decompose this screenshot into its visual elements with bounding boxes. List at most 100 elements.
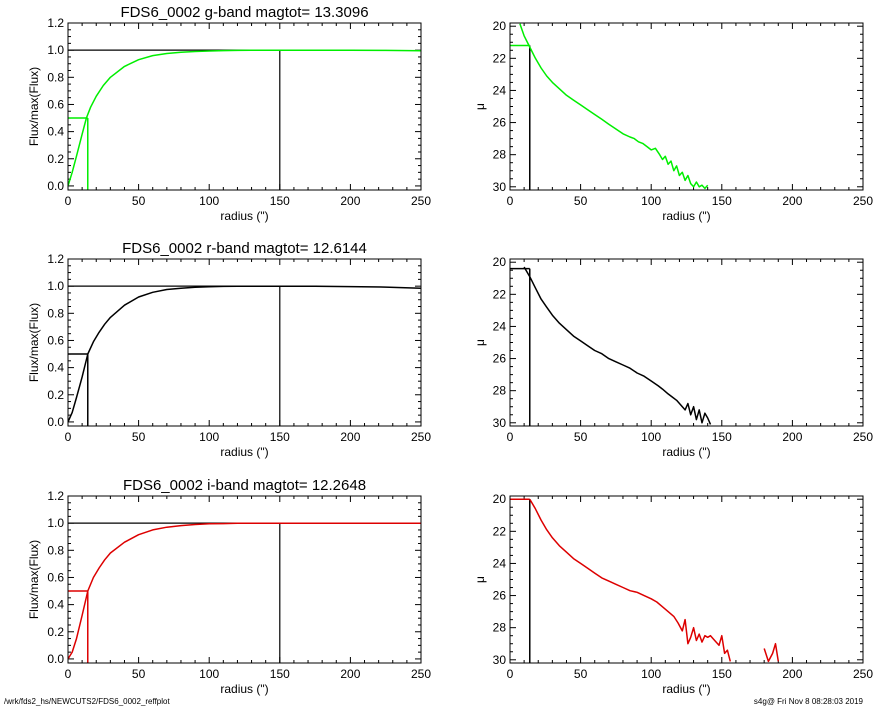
y-tick-label: 22: [493, 524, 507, 538]
x-axis-label: radius ("): [662, 209, 710, 223]
x-tick-label: 50: [574, 667, 588, 681]
x-tick-label: 50: [132, 194, 146, 208]
x-tick-label: 50: [132, 667, 146, 681]
x-axis-label: radius ("): [220, 682, 268, 696]
data-layer: [68, 285, 421, 426]
panel-i-flux: FDS6_0002 i-band magtot= 12.2648 0 50 100 15…: [27, 477, 431, 696]
series-line-i-1: [763, 642, 780, 663]
y-tick-label: 1.0: [47, 43, 64, 57]
x-tick-label: 250: [411, 194, 431, 208]
x-tick-label: 150: [270, 194, 290, 208]
y-tick-label: 26: [493, 116, 507, 130]
series-line-i-0: [68, 522, 421, 660]
panel-title: FDS6_0002 r-band magtot= 12.6144: [122, 240, 367, 257]
y-tick-label: 24: [493, 83, 507, 97]
y-tick-label: 28: [493, 621, 507, 635]
y-tick-label: 1.2: [47, 489, 64, 503]
y-tick-label: 0.6: [47, 570, 64, 584]
plot-frame: [67, 22, 422, 191]
panel-g-mu: 0 50 100 150 200 250 20 22 24 26 28 30 radius (") μ: [473, 19, 873, 223]
x-tick-label: 250: [853, 667, 873, 681]
x-tick-label: 0: [65, 430, 72, 444]
x-tick-label: 0: [507, 667, 514, 681]
y-tick-label: 0.0: [47, 179, 64, 193]
y-tick-label: 26: [493, 589, 507, 603]
series-line-r-0: [523, 266, 712, 425]
y-tick-label: 0.0: [47, 415, 64, 429]
panel-i-mu: 0 50 100 150 200 250 20 22 24 26 28 30 radius (") μ: [473, 492, 873, 696]
y-axis-label: μ: [473, 576, 487, 583]
x-tick-label: 0: [507, 194, 514, 208]
plot-frame: [509, 495, 864, 664]
y-tick-label: 20: [493, 492, 507, 506]
y-tick-label: 0.4: [47, 361, 64, 375]
y-tick-label: 28: [493, 384, 507, 398]
x-tick-label: 0: [507, 430, 514, 444]
plot-frame: [67, 495, 422, 664]
data-layer: [510, 498, 780, 663]
panel-r-mu: 0 50 100 150 200 250 20 22 24 26 28 30 radius (") μ: [473, 255, 873, 459]
x-tick-label: 150: [712, 430, 732, 444]
x-tick-label: 200: [782, 667, 802, 681]
y-tick-label: 1.0: [47, 516, 64, 530]
y-tick-label: 22: [493, 51, 507, 65]
data-layer: [68, 522, 421, 663]
footer-timestamp: s4g@ Fri Nov 8 08:28:03 2019: [753, 697, 863, 706]
x-tick-label: 150: [712, 667, 732, 681]
y-tick-label: 24: [493, 319, 507, 333]
y-tick-label: 30: [493, 416, 507, 430]
x-tick-label: 150: [270, 667, 290, 681]
x-tick-label: 250: [411, 667, 431, 681]
x-tick-label: 100: [641, 430, 661, 444]
y-axis-label: Flux/max(Flux): [27, 67, 41, 146]
x-tick-label: 0: [65, 194, 72, 208]
data-layer: [510, 266, 712, 426]
y-tick-label: 0.6: [47, 97, 64, 111]
y-axis-label: Flux/max(Flux): [27, 540, 41, 619]
x-tick-label: 250: [853, 430, 873, 444]
x-tick-label: 50: [574, 430, 588, 444]
y-axis-label: μ: [473, 103, 487, 110]
panel-r-flux: FDS6_0002 r-band magtot= 12.6144 0 50 100 15…: [27, 240, 431, 459]
y-tick-label: 0.0: [47, 652, 64, 666]
x-tick-label: 150: [270, 430, 290, 444]
y-tick-label: 22: [493, 287, 507, 301]
y-tick-label: 0.2: [47, 152, 64, 166]
x-tick-label: 250: [411, 430, 431, 444]
x-tick-label: 0: [65, 667, 72, 681]
x-axis-label: radius ("): [662, 445, 710, 459]
y-tick-label: 0.6: [47, 333, 64, 347]
data-layer: [510, 23, 709, 190]
y-tick-label: 26: [493, 352, 507, 366]
panel-g-flux: FDS6_0002 g-band magtot= 13.3096 0 50 100 15…: [27, 4, 431, 223]
y-tick-label: 24: [493, 556, 507, 570]
x-axis-label: radius ("): [662, 682, 710, 696]
x-axis-label: radius ("): [220, 209, 268, 223]
panel-title: FDS6_0002 i-band magtot= 12.2648: [123, 477, 366, 494]
x-tick-label: 50: [132, 430, 146, 444]
series-line-g-0: [68, 49, 421, 187]
plot-frame: [67, 258, 422, 427]
y-tick-label: 20: [493, 19, 507, 33]
y-tick-label: 0.8: [47, 543, 64, 557]
y-tick-label: 20: [493, 255, 507, 269]
x-tick-label: 200: [340, 194, 360, 208]
y-tick-label: 1.2: [47, 16, 64, 30]
x-tick-label: 200: [340, 667, 360, 681]
x-tick-label: 200: [782, 430, 802, 444]
x-tick-label: 100: [199, 430, 219, 444]
y-axis-label: μ: [473, 339, 487, 346]
y-tick-label: 30: [493, 180, 507, 194]
y-tick-label: 0.8: [47, 306, 64, 320]
x-tick-label: 200: [340, 430, 360, 444]
x-axis-label: radius ("): [220, 445, 268, 459]
x-tick-label: 150: [712, 194, 732, 208]
y-axis-label: Flux/max(Flux): [27, 303, 41, 382]
footer-path: /wrk/fds2_hs/NEWCUTS2/FDS6_0002_reffplot: [4, 697, 170, 706]
series-line-g-0: [519, 23, 709, 190]
x-tick-label: 100: [641, 194, 661, 208]
plot-frame: [509, 258, 864, 427]
panel-title: FDS6_0002 g-band magtot= 13.3096: [120, 4, 368, 21]
y-tick-label: 0.2: [47, 625, 64, 639]
